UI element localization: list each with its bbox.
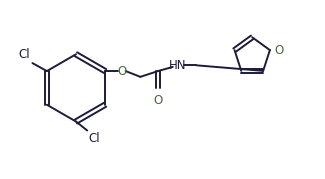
- Text: O: O: [275, 44, 284, 57]
- Text: Cl: Cl: [18, 49, 30, 61]
- Text: HN: HN: [169, 59, 187, 72]
- Text: O: O: [117, 65, 126, 78]
- Text: O: O: [153, 93, 162, 107]
- Text: Cl: Cl: [89, 132, 100, 145]
